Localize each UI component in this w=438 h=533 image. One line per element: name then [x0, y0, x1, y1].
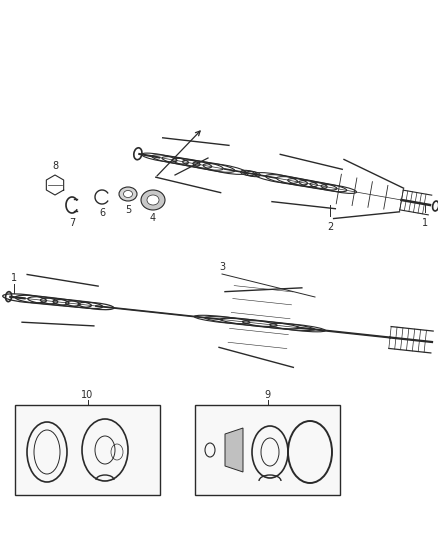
Ellipse shape: [124, 190, 133, 198]
Ellipse shape: [147, 195, 159, 205]
Text: 3: 3: [219, 262, 225, 272]
Text: 8: 8: [52, 161, 58, 171]
Text: 6: 6: [99, 208, 105, 218]
Text: 1: 1: [422, 218, 428, 228]
Text: 1: 1: [11, 273, 17, 283]
Text: 5: 5: [125, 205, 131, 215]
Bar: [15, 405, 160, 495]
Text: 4: 4: [150, 213, 156, 223]
Text: 9: 9: [265, 390, 271, 400]
Text: 10: 10: [81, 390, 94, 400]
Ellipse shape: [119, 187, 137, 201]
Text: 2: 2: [327, 222, 333, 232]
Polygon shape: [225, 428, 243, 472]
Ellipse shape: [141, 190, 165, 210]
Bar: [195, 405, 340, 495]
Text: 7: 7: [69, 218, 75, 228]
